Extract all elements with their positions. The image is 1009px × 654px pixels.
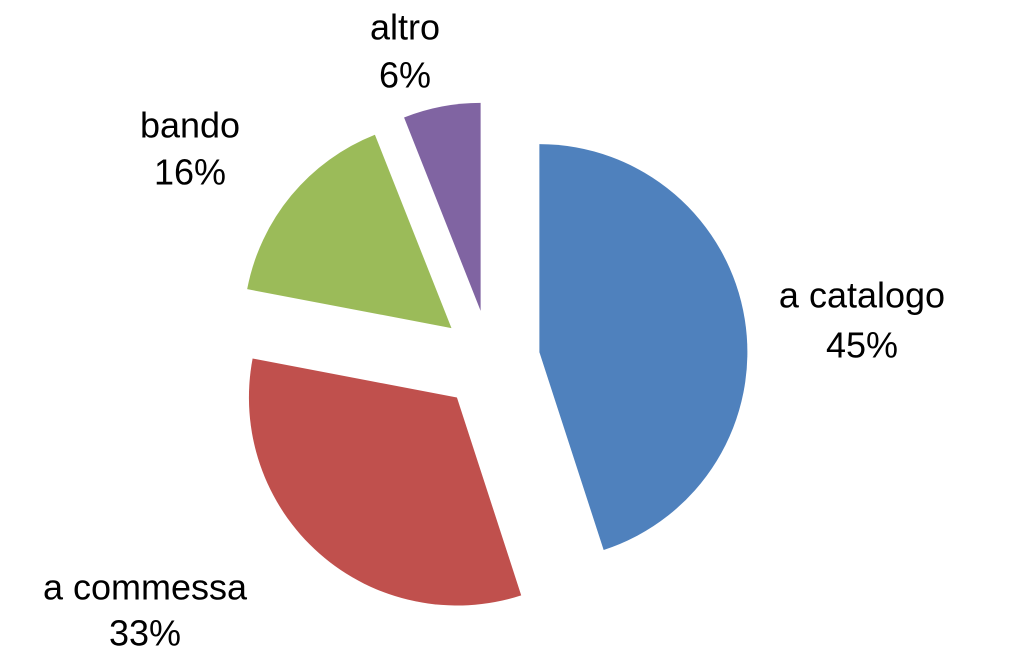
slice-value-label: 33%: [109, 613, 181, 654]
slice-value-label: 45%: [826, 325, 898, 366]
slice-label: bando: [140, 105, 240, 146]
pie-slice: [539, 144, 748, 550]
slice-value-label: 6%: [379, 55, 431, 96]
pie-slice: [404, 102, 481, 311]
slice-label: a commessa: [43, 567, 248, 608]
slice-value-label: 16%: [154, 152, 226, 193]
pie-slice: [247, 134, 452, 329]
slice-label: altro: [370, 7, 440, 48]
slice-label: a catalogo: [779, 275, 945, 316]
pie-slice: [248, 358, 522, 606]
